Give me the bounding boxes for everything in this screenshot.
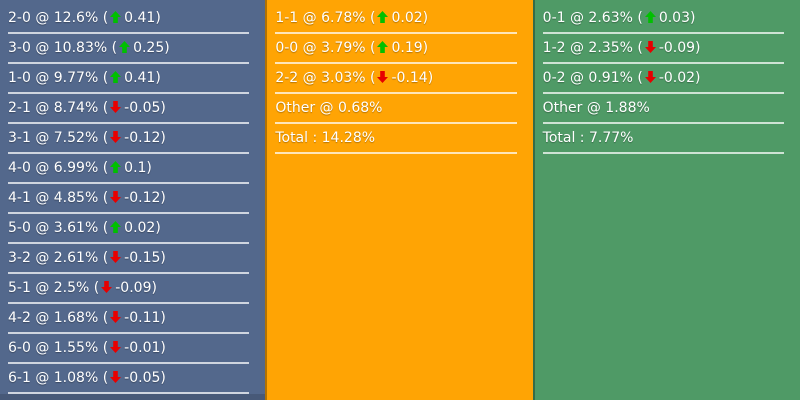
score-row-other[interactable]: Other @ 1.88%: [542, 94, 784, 124]
trend-down-icon: [110, 251, 122, 263]
delta-value: -0.12): [124, 130, 166, 146]
score-row-2-1[interactable]: 2-1 @ 8.74% ( -0.05): [8, 94, 250, 124]
score-label: 0-2 @ 0.91% (: [542, 70, 643, 86]
delta-value: 0.25): [133, 40, 170, 56]
total-row-away: Total : 7.77%: [542, 124, 784, 154]
trend-up-icon: [377, 41, 389, 53]
delta-value: 0.03): [658, 10, 696, 26]
trend-up-icon: [644, 11, 656, 23]
score-row-3-0[interactable]: 3-0 @ 10.83% ( 0.25): [8, 34, 250, 64]
total-row-draw: Total : 14.28%: [275, 124, 517, 154]
score-label: Other @ 1.88%: [542, 100, 650, 116]
score-row-0-0[interactable]: 0-0 @ 3.79% ( 0.19): [275, 34, 517, 64]
score-label: 0-1 @ 2.63% (: [542, 10, 643, 26]
score-row-0-1[interactable]: 0-1 @ 2.63% ( 0.03): [542, 4, 784, 34]
away-scores-rows: 0-1 @ 2.63% ( 0.03) 1-2 @ 2.35% ( -0.09) 0-2…: [535, 4, 800, 154]
draw-scores-column: 1-1 @ 6.78% ( 0.02) 0-0 @ 3.79% ( 0.19) 2-2 …: [265, 0, 533, 400]
away-scores-column: 0-1 @ 2.63% ( 0.03) 1-2 @ 2.35% ( -0.09) 0-2…: [532, 0, 800, 400]
score-row-2-0[interactable]: 2-0 @ 12.6% ( 0.41): [8, 4, 250, 34]
score-row-4-0[interactable]: 4-0 @ 6.99% ( 0.1): [8, 154, 250, 184]
home-scores-column: 2-0 @ 12.6% ( 0.41) 3-0 @ 10.83% ( 0.25) 1-0…: [0, 0, 266, 400]
trend-down-icon: [644, 41, 656, 53]
trend-up-icon: [119, 41, 131, 53]
score-row-0-2[interactable]: 0-2 @ 0.91% ( -0.02): [542, 64, 784, 94]
score-label: 1-0 @ 9.77% (: [8, 70, 109, 86]
trend-down-icon: [110, 311, 122, 323]
partial-next-row: [0, 394, 266, 400]
delta-value: 0.19): [391, 40, 429, 56]
trend-up-icon: [110, 221, 122, 233]
score-label: 3-2 @ 2.61% (: [8, 250, 109, 266]
score-row-3-1[interactable]: 3-1 @ 7.52% ( -0.12): [8, 124, 250, 154]
score-label: 6-0 @ 1.55% (: [8, 340, 109, 356]
delta-value: 0.41): [124, 70, 161, 86]
score-label: 1-1 @ 6.78% (: [275, 10, 376, 26]
score-label: 2-0 @ 12.6% (: [8, 10, 109, 26]
trend-down-icon: [101, 281, 113, 293]
delta-value: 0.02): [391, 10, 429, 26]
score-label: 2-1 @ 8.74% (: [8, 100, 109, 116]
score-label: 4-1 @ 4.85% (: [8, 190, 109, 206]
total-value: Total : 7.77%: [542, 130, 634, 146]
delta-value: -0.12): [124, 190, 166, 206]
delta-value: -0.05): [124, 100, 166, 116]
trend-down-icon: [110, 371, 122, 383]
score-row-1-1[interactable]: 1-1 @ 6.78% ( 0.02): [275, 4, 517, 34]
trend-up-icon: [110, 161, 122, 173]
delta-value: -0.14): [391, 70, 434, 86]
score-row-other[interactable]: Other @ 0.68%: [275, 94, 517, 124]
delta-value: -0.09): [658, 40, 701, 56]
score-row-1-0[interactable]: 1-0 @ 9.77% ( 0.41): [8, 64, 250, 94]
draw-scores-rows: 1-1 @ 6.78% ( 0.02) 0-0 @ 3.79% ( 0.19) 2-2 …: [267, 4, 532, 154]
trend-down-icon: [377, 71, 389, 83]
score-label: 2-2 @ 3.03% (: [275, 70, 376, 86]
score-row-1-2[interactable]: 1-2 @ 2.35% ( -0.09): [542, 34, 784, 64]
score-row-4-1[interactable]: 4-1 @ 4.85% ( -0.12): [8, 184, 250, 214]
score-label: 3-0 @ 10.83% (: [8, 40, 118, 56]
score-row-6-0[interactable]: 6-0 @ 1.55% ( -0.01): [8, 334, 250, 364]
score-row-3-2[interactable]: 3-2 @ 2.61% ( -0.15): [8, 244, 250, 274]
score-label: 6-1 @ 1.08% (: [8, 370, 109, 386]
score-row-5-1[interactable]: 5-1 @ 2.5% ( -0.09): [8, 274, 250, 304]
score-label: 1-2 @ 2.35% (: [542, 40, 643, 56]
score-row-2-2[interactable]: 2-2 @ 3.03% ( -0.14): [275, 64, 517, 94]
delta-value: -0.02): [658, 70, 701, 86]
trend-up-icon: [377, 11, 389, 23]
score-label: 5-1 @ 2.5% (: [8, 280, 100, 296]
score-row-6-1[interactable]: 6-1 @ 1.08% ( -0.05): [8, 364, 250, 394]
total-value: Total : 14.28%: [275, 130, 376, 146]
delta-value: 0.41): [124, 10, 161, 26]
trend-up-icon: [110, 11, 122, 23]
delta-value: 0.02): [124, 220, 161, 236]
delta-value: -0.15): [124, 250, 166, 266]
trend-down-icon: [110, 131, 122, 143]
trend-up-icon: [110, 71, 122, 83]
trend-down-icon: [644, 71, 656, 83]
delta-value: -0.05): [124, 370, 166, 386]
score-row-5-0[interactable]: 5-0 @ 3.61% ( 0.02): [8, 214, 250, 244]
trend-down-icon: [110, 101, 122, 113]
home-scores-rows: 2-0 @ 12.6% ( 0.41) 3-0 @ 10.83% ( 0.25) 1-0…: [0, 4, 265, 394]
delta-value: 0.1): [124, 160, 152, 176]
score-label: 5-0 @ 3.61% (: [8, 220, 109, 236]
score-label: 0-0 @ 3.79% (: [275, 40, 376, 56]
score-label: 3-1 @ 7.52% (: [8, 130, 109, 146]
trend-down-icon: [110, 341, 122, 353]
delta-value: -0.09): [115, 280, 157, 296]
trend-down-icon: [110, 191, 122, 203]
delta-value: -0.11): [124, 310, 166, 326]
delta-value: -0.01): [124, 340, 166, 356]
score-label: Other @ 0.68%: [275, 100, 383, 116]
score-label: 4-0 @ 6.99% (: [8, 160, 109, 176]
score-row-4-2[interactable]: 4-2 @ 1.68% ( -0.11): [8, 304, 250, 334]
score-label: 4-2 @ 1.68% (: [8, 310, 109, 326]
